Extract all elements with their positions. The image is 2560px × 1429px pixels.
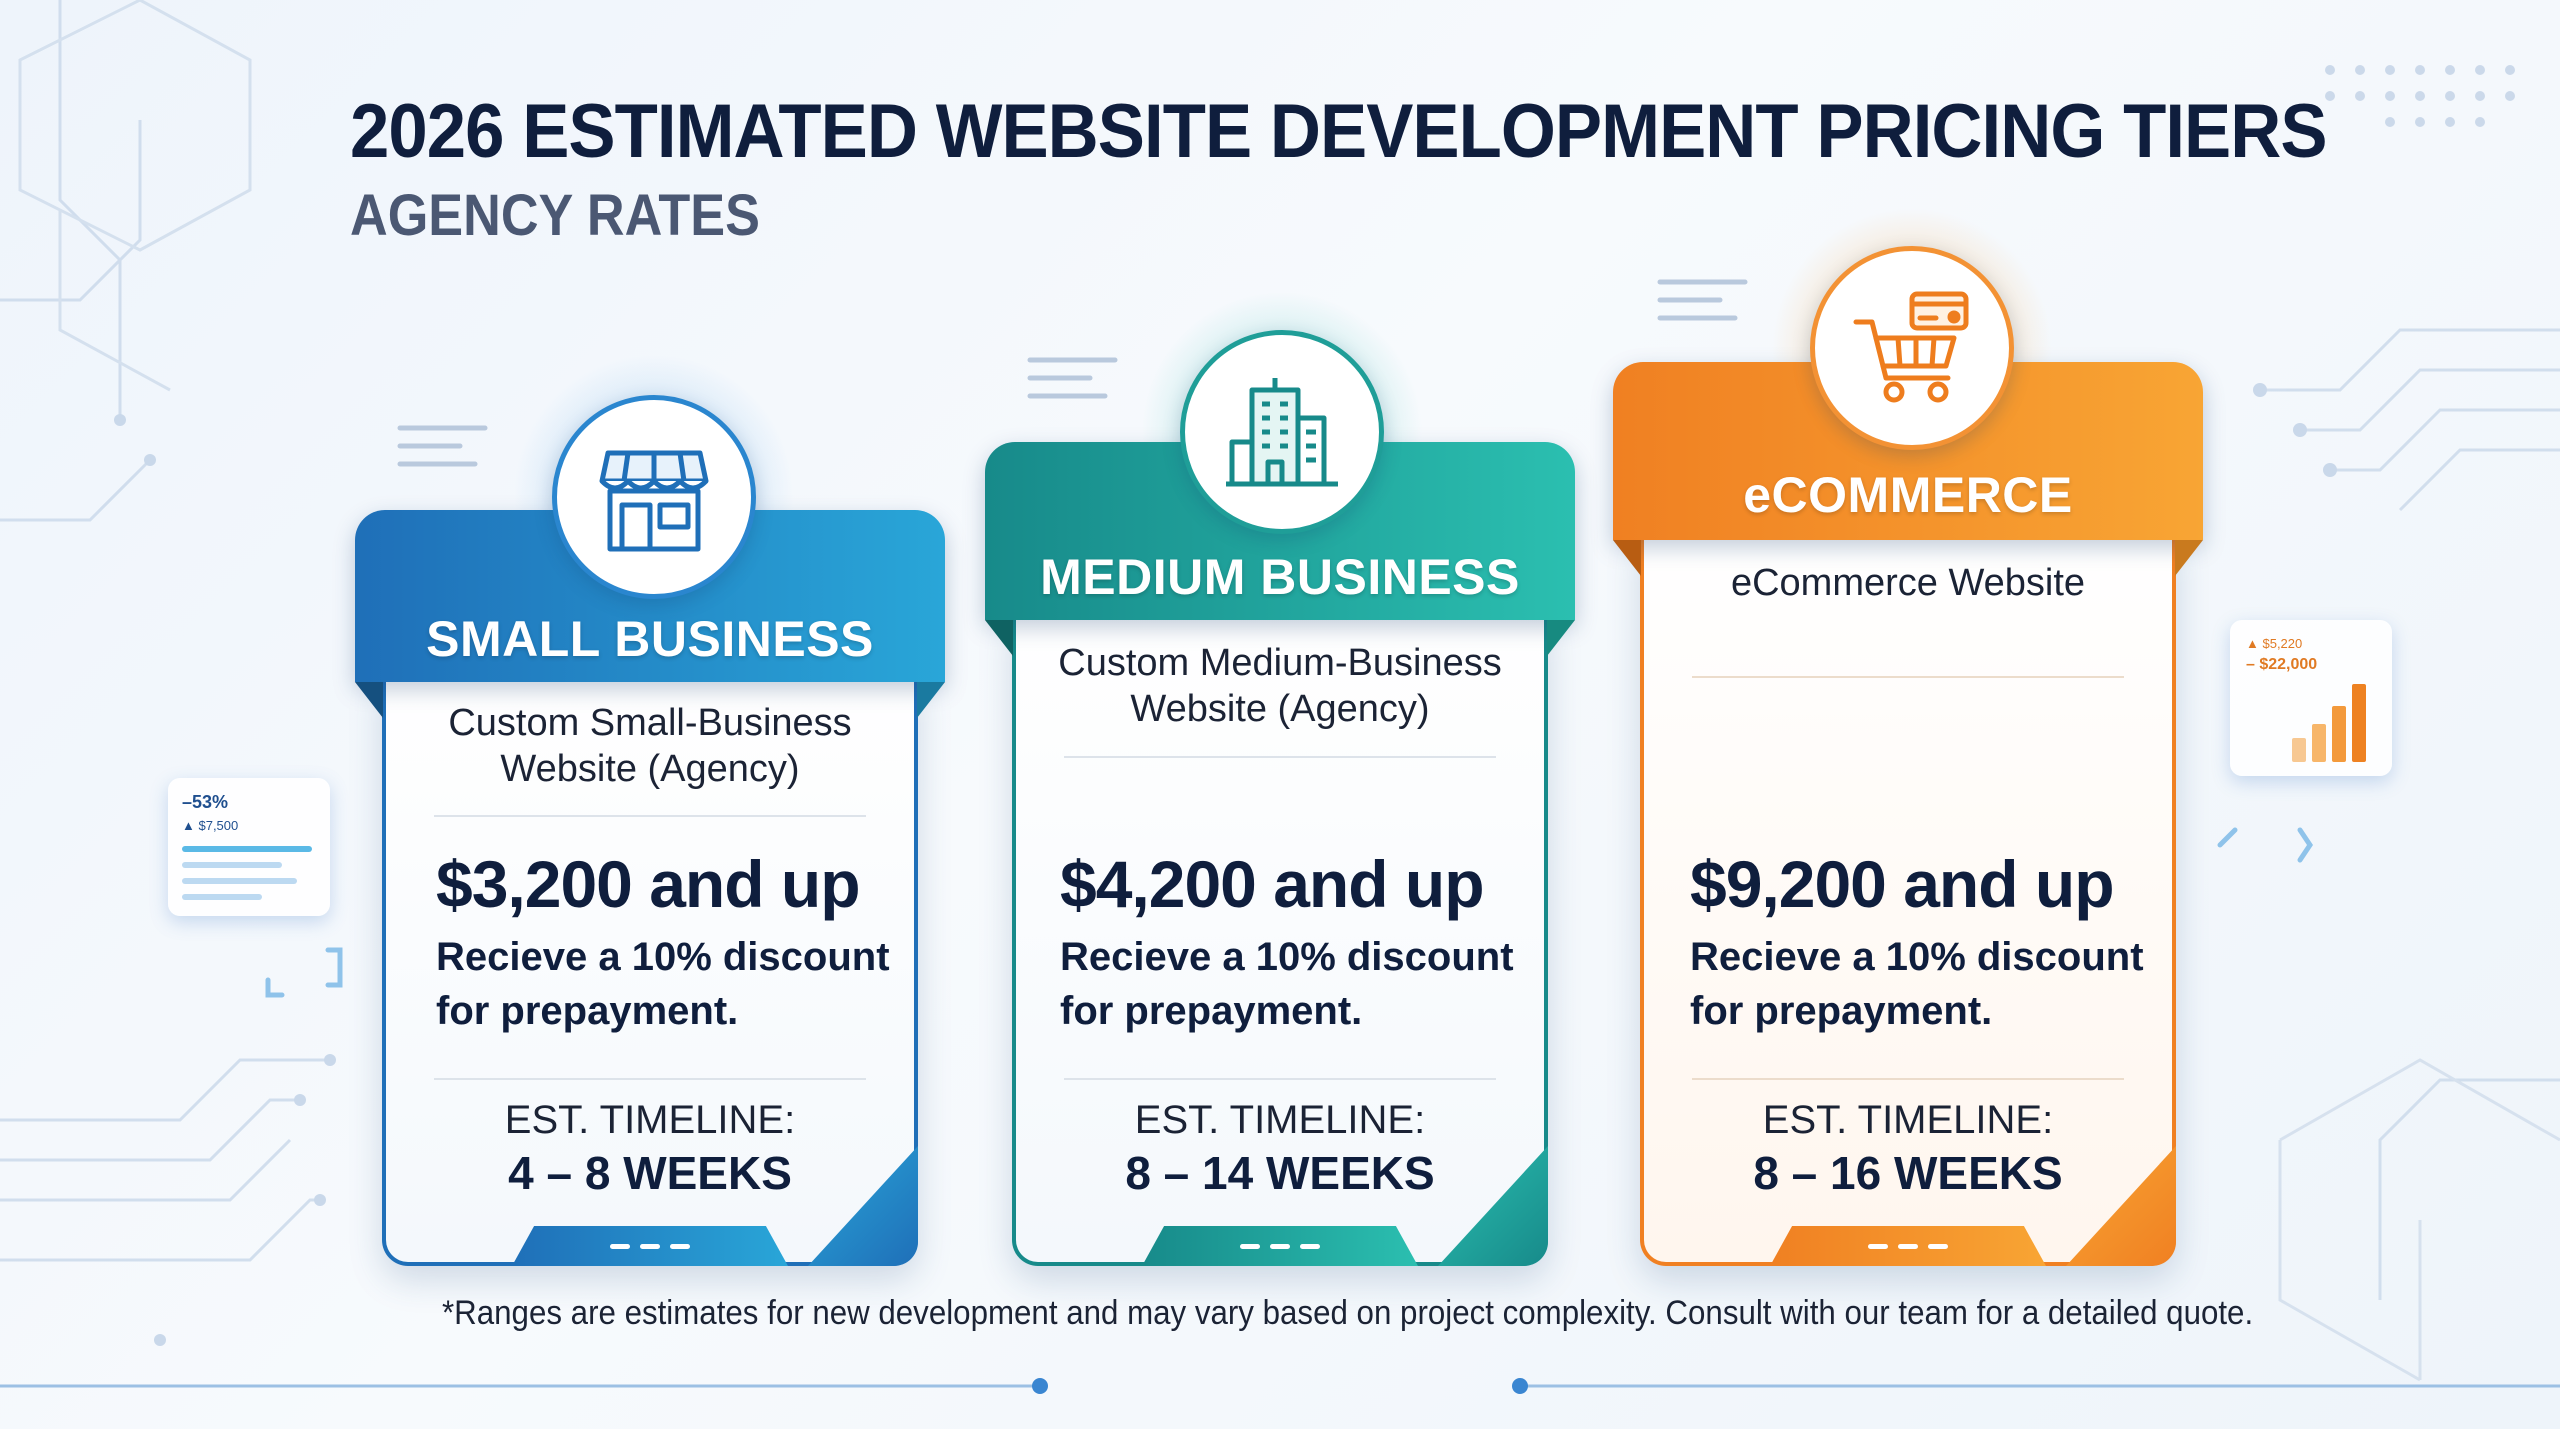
timeline-label: EST. TIMELINE: [504, 1098, 796, 1142]
right-stat-sub: ▲ $5,220 [2246, 636, 2303, 651]
header-fold-left [985, 620, 1013, 656]
right-stat-bar-3 [2332, 706, 2346, 762]
timeline-label: EST. TIMELINE: [1134, 1098, 1426, 1142]
left-stat-bar-1 [182, 846, 312, 852]
left-stat-bar-3 [182, 878, 297, 884]
icon-circle [1180, 330, 1384, 534]
tier-description: Custom Small-Business Website (Agency) [448, 702, 852, 790]
divider-bottom [1064, 1078, 1496, 1080]
header-fold-left [1613, 540, 1641, 576]
page-title: 2026 ESTIMATED WEBSITE DEVELOPMENT PRICI… [350, 89, 2328, 174]
card-bottom-tab [512, 1226, 788, 1266]
disclaimer-footnote: *Ranges are estimates for new developmen… [442, 1294, 2254, 1332]
tier-price: $3,200 and up [436, 847, 861, 921]
shopping-cart-icon [1853, 291, 1969, 403]
tier-price: $4,200 and up [1060, 847, 1485, 921]
tier-discount: Recieve a 10% discount for prepayment. [1690, 935, 2144, 1033]
header-fold-left [355, 682, 383, 718]
tier-name: SMALL BUSINESS [426, 611, 874, 667]
tier-description: eCommerce Website [1730, 562, 2086, 604]
card-bottom-tab [1770, 1226, 2046, 1266]
right-stat-widget: ▲ $5,220 – $22,000 [2230, 620, 2392, 776]
tier-name: eCOMMERCE [1743, 467, 2073, 523]
timeline-value: 4 – 8 WEEKS [508, 1147, 792, 1199]
icon-circle [552, 395, 756, 599]
right-stat-bar-1 [2292, 738, 2306, 762]
tier-name: MEDIUM BUSINESS [1040, 549, 1520, 605]
left-stat-widget: –53% ▲ $7,500 [168, 778, 330, 916]
divider-top [434, 815, 866, 817]
header-fold-right [2175, 540, 2203, 576]
timeline-value: 8 – 14 WEEKS [1125, 1147, 1435, 1199]
left-stat-sub: ▲ $7,500 [182, 818, 239, 833]
right-stat-value: – $22,000 [2246, 656, 2318, 673]
divider-bottom [1692, 1078, 2124, 1080]
storefront-icon [599, 450, 709, 552]
divider-top [1692, 676, 2124, 678]
right-stat-bar-4 [2352, 684, 2366, 762]
tier-discount: Recieve a 10% discount for prepayment. [436, 935, 890, 1033]
header-fold-right [917, 682, 945, 718]
card-body [1012, 610, 1548, 1266]
tier-discount: Recieve a 10% discount for prepayment. [1060, 935, 1514, 1033]
card-body [382, 670, 918, 1266]
left-stat-value: –53% [182, 792, 229, 812]
card-bottom-tab [1142, 1226, 1418, 1266]
page-subtitle: AGENCY RATES [350, 183, 760, 248]
timeline-value: 8 – 16 WEEKS [1753, 1147, 2063, 1199]
tier-price: $9,200 and up [1690, 847, 2115, 921]
left-stat-bar-2 [182, 862, 282, 868]
tier-description: Custom Medium-Business Website (Agency) [1058, 642, 1502, 730]
header-fold-right [1547, 620, 1575, 656]
divider-top [1064, 756, 1496, 758]
timeline-label: EST. TIMELINE: [1762, 1098, 2054, 1142]
right-stat-bar-2 [2312, 724, 2326, 762]
divider-bottom [434, 1078, 866, 1080]
icon-circle [1810, 246, 2014, 450]
left-stat-bar-4 [182, 894, 262, 900]
office-building-icon [1226, 378, 1338, 487]
